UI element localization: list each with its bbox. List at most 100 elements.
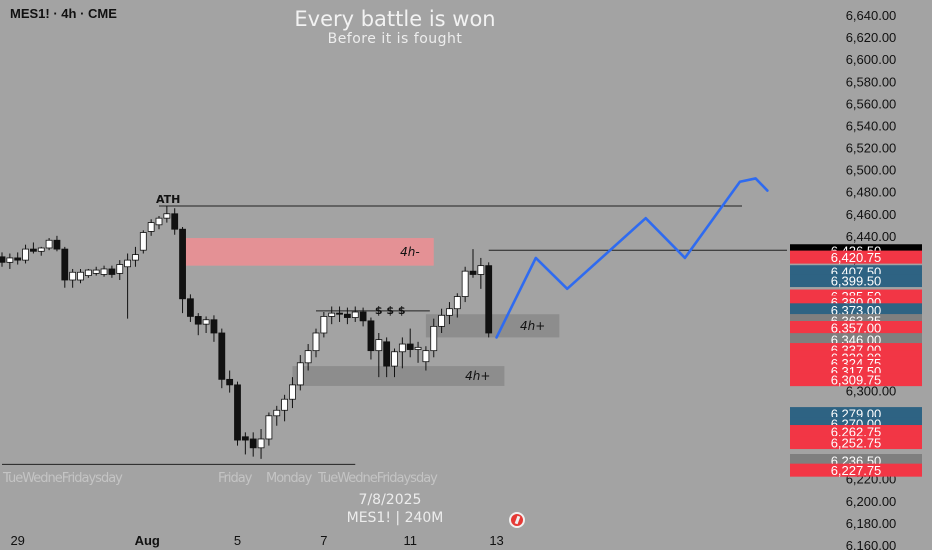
candle (343, 307, 351, 325)
price-label: 6,309.75 (790, 373, 922, 388)
candle (328, 306, 336, 325)
watermark-symbol: MES1! | 240M (346, 510, 444, 526)
price-label-text: 6,357.00 (831, 320, 882, 335)
candle (438, 308, 446, 333)
candle-body (210, 319, 218, 334)
ghost-day-label: Friday (218, 471, 252, 486)
price-label-box (790, 436, 922, 450)
price-label: 6,262.75 (790, 425, 922, 440)
candle-body (343, 313, 351, 318)
candle (461, 266, 469, 303)
y-axis-tick: 6,160.00 (846, 538, 897, 550)
candle (155, 215, 163, 230)
candle (375, 332, 383, 378)
y-axis-tick: 6,640.00 (846, 8, 897, 23)
candle-body (186, 298, 194, 317)
watermark-date: 7/8/2025 (358, 492, 422, 508)
candle (69, 268, 77, 288)
candle-body (218, 332, 226, 380)
candle (202, 316, 210, 333)
candle (406, 328, 414, 358)
candle-body (430, 325, 438, 352)
candle-body (477, 265, 485, 275)
x-axis-tick: Aug (135, 533, 160, 548)
price-label: 6,252.75 (790, 436, 922, 451)
candle (29, 242, 37, 254)
candle (351, 306, 359, 322)
price-label-box (790, 373, 922, 387)
candle-body (265, 415, 273, 440)
chart-subtitle: Before it is fought (327, 31, 463, 47)
candle-body (69, 271, 77, 281)
candle-body (273, 409, 281, 417)
candle (132, 246, 139, 267)
price-label-text: 6,309.75 (831, 373, 882, 388)
candle (116, 260, 124, 280)
candle-body (22, 248, 29, 261)
candle (210, 315, 218, 342)
candle-body (226, 378, 234, 386)
candle (218, 328, 226, 389)
demand-zone (425, 314, 560, 338)
candle-body (383, 341, 391, 367)
candle-body (14, 257, 22, 261)
ath-label: ATH (156, 193, 180, 206)
candle-body (375, 339, 383, 352)
candle-body (163, 213, 171, 219)
candle (273, 405, 281, 426)
candle (391, 348, 398, 378)
candle-body (29, 248, 37, 252)
candle-body (461, 270, 469, 297)
candle (226, 370, 234, 393)
candle-body (124, 259, 131, 268)
candle (485, 262, 493, 338)
y-axis-tick: 6,560.00 (846, 96, 897, 111)
candle (398, 337, 406, 369)
candle-body (312, 332, 320, 352)
x-axis-tick: 11 (403, 533, 417, 548)
candle-body (422, 350, 430, 363)
candle (171, 208, 179, 235)
candle (304, 344, 312, 371)
candle-body (304, 350, 312, 364)
x-axis-tick: 7 (320, 533, 327, 548)
price-label-box (790, 274, 922, 288)
symbol-header[interactable]: MES1! · 4h · CME (10, 6, 117, 21)
candle (320, 312, 328, 338)
price-label-box (790, 463, 922, 477)
candle (163, 206, 171, 223)
candle (359, 307, 367, 327)
candle-body (53, 239, 61, 250)
candle (37, 246, 45, 256)
candle (422, 346, 430, 371)
ghost-day-label: Monday (266, 471, 312, 486)
candle (241, 432, 249, 455)
price-label-box (790, 425, 922, 439)
y-axis-tick: 6,200.00 (846, 494, 897, 509)
candle-body (84, 269, 92, 276)
candle-body (351, 311, 359, 318)
price-label-text: 6,399.50 (831, 274, 882, 289)
candle (84, 268, 92, 278)
candle (383, 337, 391, 378)
candle-body (77, 271, 84, 281)
candle-body (202, 319, 210, 325)
candle (477, 257, 485, 289)
candle-body (438, 314, 446, 327)
y-axis-tick: 6,460.00 (846, 207, 897, 222)
candle-body (234, 384, 241, 441)
price-label-text: 6,227.75 (831, 463, 882, 478)
y-axis-tick: 6,620.00 (846, 30, 897, 45)
y-axis-tick: 6,520.00 (846, 141, 897, 156)
candle-body (289, 384, 296, 400)
x-axis-tick: 13 (489, 533, 503, 548)
y-axis-tick: 6,440.00 (846, 229, 897, 244)
candle (446, 302, 453, 325)
candle (430, 318, 438, 358)
y-axis-tick: 6,300.00 (846, 383, 897, 398)
price-label: 6,227.75 (790, 463, 922, 478)
x-axis-tick: 5 (234, 533, 241, 548)
candle-body (92, 269, 100, 274)
candle-body (61, 248, 69, 281)
